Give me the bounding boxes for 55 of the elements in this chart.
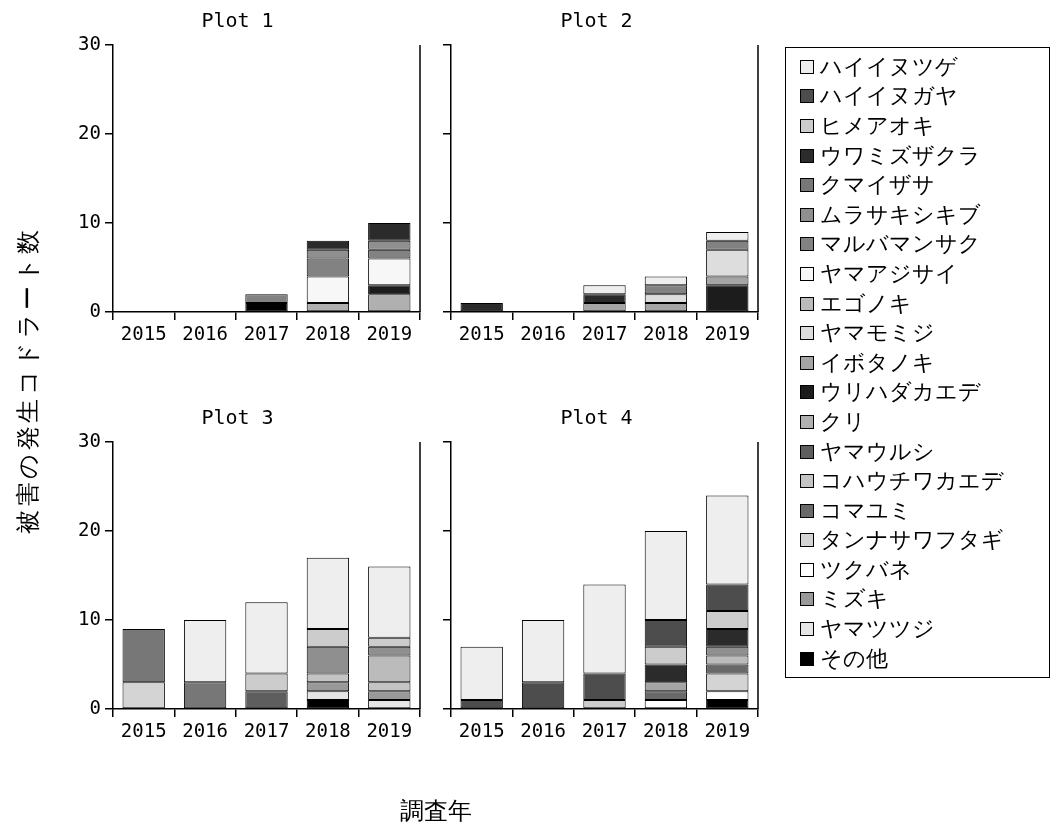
legend-label: クマイザサ — [820, 172, 935, 198]
legend-label: ヤマアジサイ — [820, 260, 958, 286]
x-tick-label: 2016 — [182, 719, 228, 742]
legend-label: ヤマツツジ — [820, 616, 935, 642]
legend-label: ハイイヌガヤ — [820, 83, 958, 109]
x-tick-label: 2018 — [643, 322, 689, 345]
legend-label: ツクバネ — [820, 556, 912, 582]
legend-label: ムラサキシキブ — [820, 201, 981, 227]
legend-label: コマユミ — [820, 497, 912, 523]
x-tick-label: 2019 — [366, 322, 413, 345]
legend-label: クリ — [820, 408, 866, 434]
x-tick-label: 2018 — [305, 719, 351, 742]
chart-title: Plot 1 — [201, 8, 274, 33]
y-tick-label: 20 — [78, 517, 101, 540]
x-tick-label: 2017 — [581, 719, 628, 742]
x-tick-label: 2016 — [520, 322, 566, 345]
x-tick-label: 2017 — [243, 322, 290, 345]
x-tick-label: 2015 — [458, 322, 505, 345]
y-tick-label: 30 — [78, 31, 101, 54]
legend-label: タンナサワフタギ — [820, 527, 1004, 553]
x-axis-title: 調査年 — [399, 797, 472, 825]
x-tick-label: 2015 — [120, 322, 167, 345]
legend-label: ミズキ — [820, 586, 889, 612]
legend-label: ウリハダカエデ — [820, 379, 981, 405]
y-tick-label: 10 — [78, 606, 101, 629]
legend-label: マルバマンサク — [820, 231, 981, 257]
x-tick-label: 2017 — [581, 322, 628, 345]
chart-title: Plot 4 — [560, 405, 633, 430]
y-tick-label: 0 — [89, 695, 101, 718]
legend-label: ヤマウルシ — [820, 438, 935, 464]
x-tick-label: 2017 — [243, 719, 290, 742]
legend-label: コハウチワカエデ — [820, 468, 1004, 494]
y-tick-label: 10 — [78, 209, 101, 232]
legend-label: ヒメアオキ — [820, 112, 935, 138]
y-axis-title: 被害の発生コドラート数 — [14, 226, 42, 534]
x-tick-label: 2018 — [643, 719, 689, 742]
x-tick-label: 2019 — [704, 719, 751, 742]
chart-title: Plot 3 — [201, 405, 274, 430]
legend-label: ウワミズザクラ — [820, 142, 981, 168]
x-tick-label: 2015 — [120, 719, 167, 742]
y-tick-label: 0 — [89, 298, 101, 321]
x-tick-label: 2019 — [366, 719, 413, 742]
legend-label: エゴノキ — [820, 290, 912, 316]
y-tick-label: 30 — [78, 428, 101, 451]
x-tick-label: 2016 — [182, 322, 228, 345]
x-tick-label: 2016 — [520, 719, 566, 742]
chart-title: Plot 2 — [560, 8, 633, 33]
legend-label: ハイイヌツゲ — [820, 53, 958, 79]
y-tick-label: 20 — [78, 120, 101, 143]
x-tick-label: 2015 — [458, 719, 505, 742]
x-tick-label: 2018 — [305, 322, 351, 345]
legend-label: ヤマモミジ — [820, 320, 935, 346]
x-tick-label: 2019 — [704, 322, 751, 345]
legend-label: イボタノキ — [820, 349, 935, 375]
legend-label: その他 — [820, 645, 888, 671]
